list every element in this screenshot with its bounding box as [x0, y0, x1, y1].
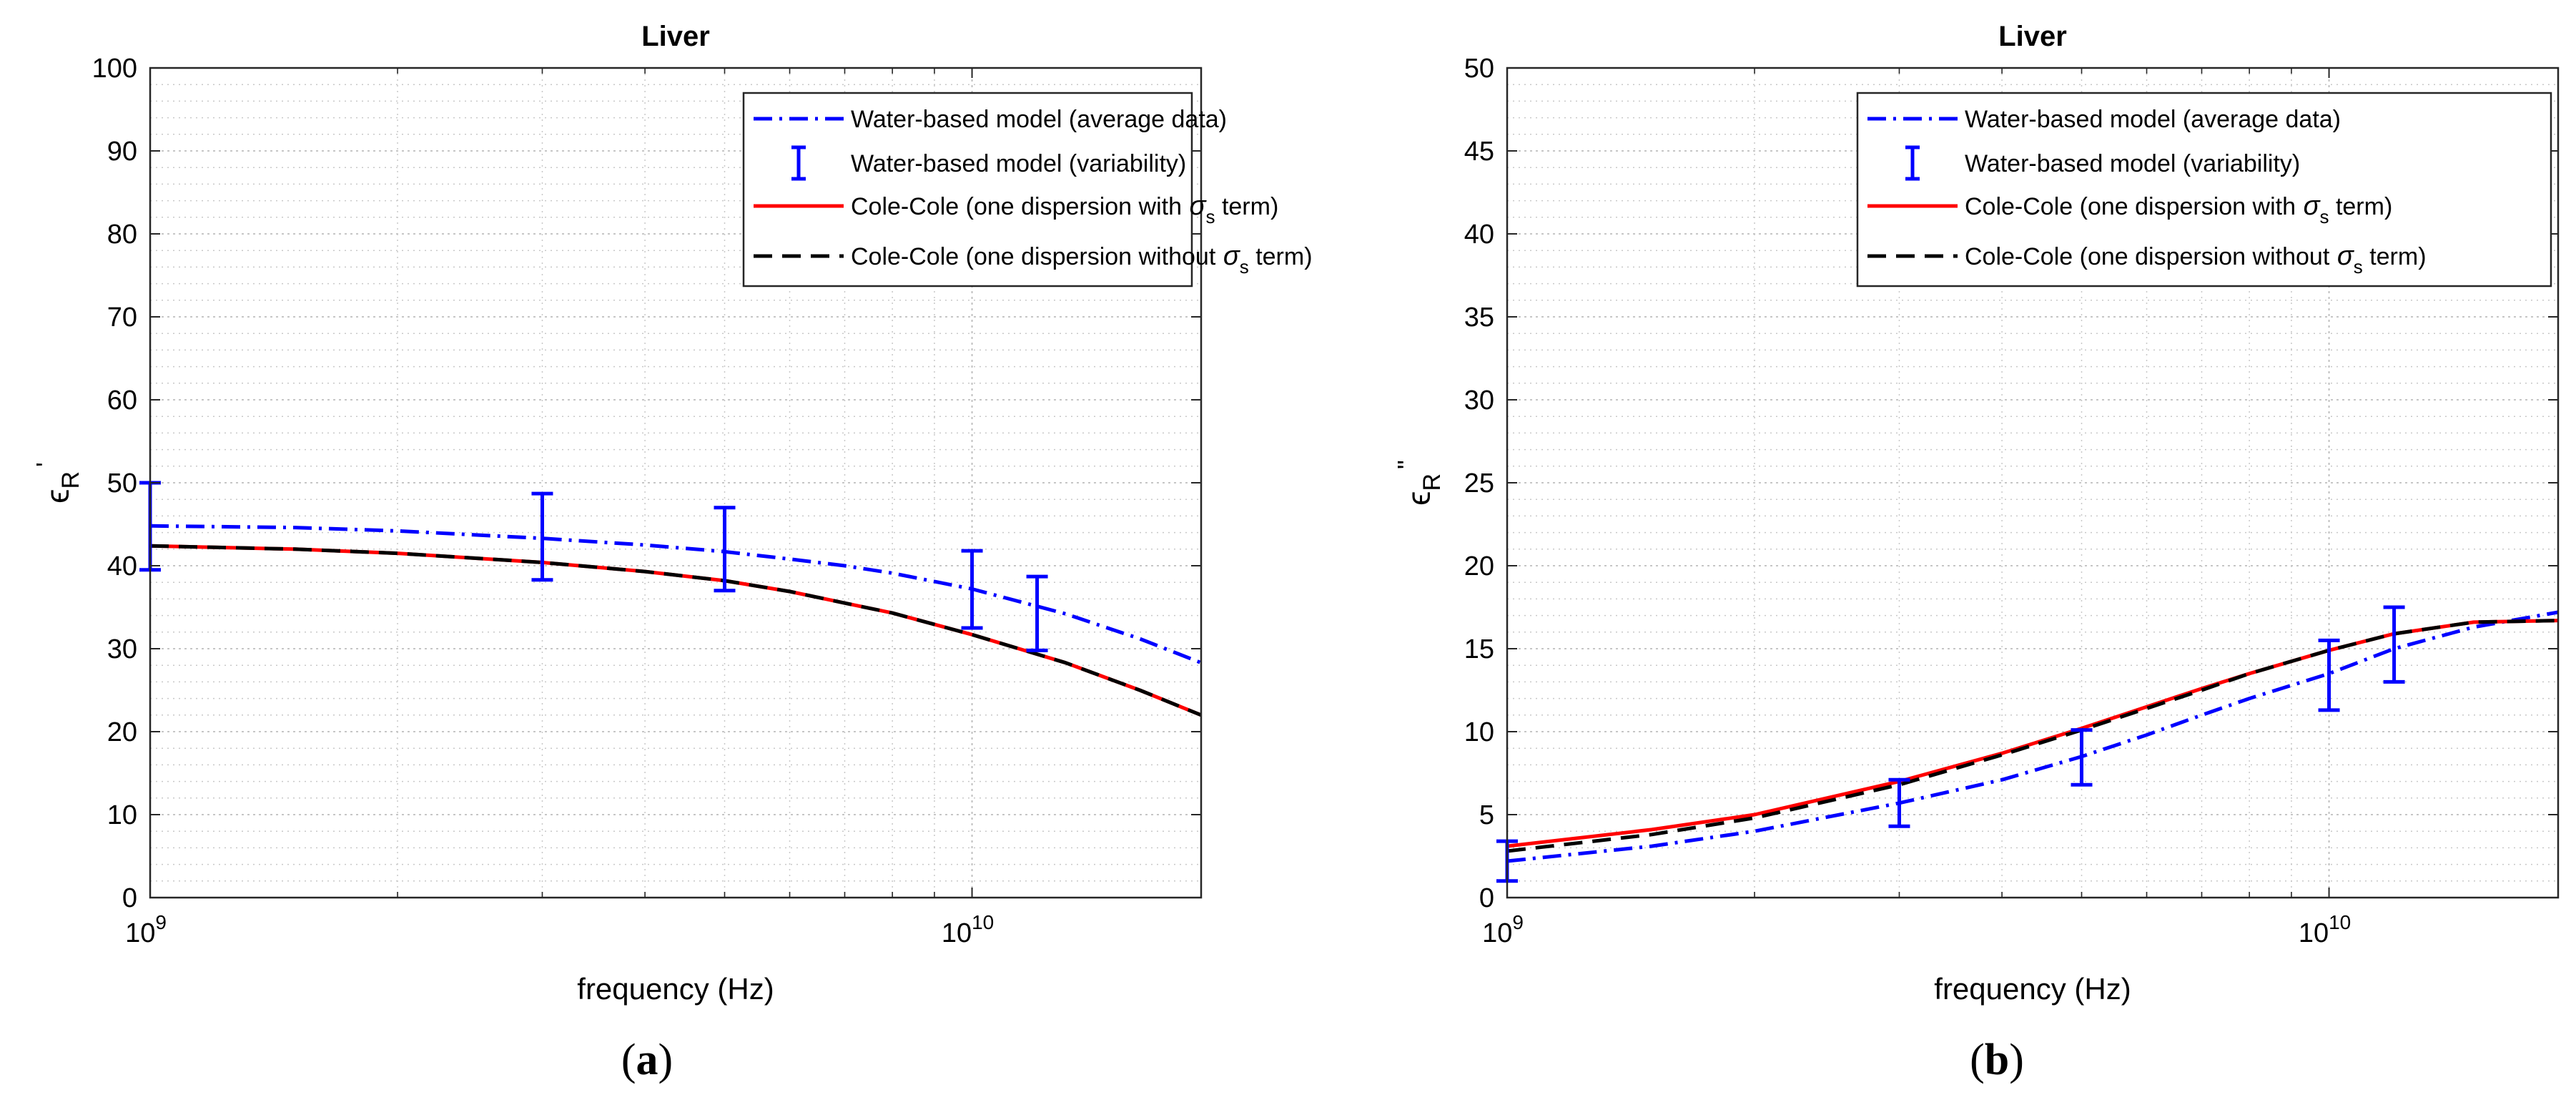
y-tick-label: 5 — [1479, 800, 1494, 830]
error-bar — [2383, 605, 2405, 684]
error-bar — [531, 491, 553, 582]
y-tick-label: 40 — [1464, 220, 1494, 250]
legend-a: Water-based model (average data) Water-ba… — [742, 92, 1313, 288]
y-tick-label: 100 — [92, 54, 137, 84]
error-bar — [2071, 728, 2093, 787]
legend-label: Cole-Cole (one dispersion with σs term) — [851, 191, 1278, 227]
x-ticks-a: 109 1010 — [125, 68, 994, 948]
y-label-base-a: ϵ — [39, 489, 76, 504]
error-bar — [714, 506, 736, 593]
y-tick-label: 0 — [1479, 883, 1494, 913]
panel-b: 0 5 10 15 20 25 30 35 40 45 50 109 1010 Liver frequ… — [1392, 21, 2560, 1084]
y-tick-label: 20 — [107, 717, 137, 747]
y-ticks-b: 0 5 10 15 20 25 30 35 40 45 50 — [1464, 54, 2558, 913]
chart-title-b: Liver — [1998, 21, 2067, 52]
error-bar — [1888, 777, 1910, 828]
legend-label: Water-based model (variability) — [1965, 150, 2300, 177]
y-axis-label-a: ϵR ' — [31, 462, 84, 504]
legend-label: Water-based model (average data) — [1965, 106, 2341, 133]
y-label-sup-b: " — [1392, 460, 1421, 469]
y-label-sub-b: R — [1418, 473, 1446, 491]
series-line-cole-cole-without-sigma — [149, 544, 1202, 717]
y-tick-label: 25 — [1464, 468, 1494, 499]
svg-text:ϵR": ϵR " — [1392, 460, 1446, 506]
legend-box — [742, 92, 1193, 288]
y-tick-label: 50 — [107, 468, 137, 499]
legend-item: Cole-Cole (one dispersion with σs term) — [754, 191, 1278, 227]
subfigure-label-b: (b) — [1970, 1036, 2024, 1084]
y-tick-label: 20 — [1464, 551, 1494, 581]
error-bar — [2318, 638, 2340, 712]
y-tick-label: 10 — [107, 800, 137, 830]
series-layer-a — [149, 524, 1202, 717]
y-tick-label: 40 — [107, 551, 137, 581]
legend-label: Water-based model (average data) — [851, 106, 1227, 133]
x-tick-label: 109 — [125, 911, 167, 948]
x-tick-label: 1010 — [2299, 911, 2351, 948]
y-tick-label: 70 — [107, 303, 137, 333]
panel-a: 0 10 20 30 40 50 60 70 80 90 100 109 1010 Liver fre… — [31, 21, 1313, 1084]
legend-label: Cole-Cole (one dispersion without σs ter… — [851, 241, 1313, 278]
chart-title-a: Liver — [641, 21, 710, 52]
y-tick-label: 15 — [1464, 634, 1494, 664]
y-tick-label: 45 — [1464, 137, 1494, 167]
x-tick-label: 1010 — [942, 911, 994, 948]
y-tick-label: 50 — [1464, 54, 1494, 84]
y-label-sup-a: ' — [31, 462, 60, 467]
y-tick-label: 80 — [107, 220, 137, 250]
legend-box — [1856, 92, 2552, 288]
legend-label: Cole-Cole (one dispersion with σs term) — [1965, 191, 2392, 227]
y-tick-label: 35 — [1464, 303, 1494, 333]
y-tick-label: 0 — [122, 883, 137, 913]
y-label-base-b: ϵ — [1400, 491, 1437, 506]
x-ticks-b: 109 1010 — [1482, 68, 2351, 948]
legend-item: Water-based model (average data) — [754, 106, 1227, 133]
subfigure-label-a: (a) — [621, 1036, 673, 1084]
y-axis-label-b: ϵR " — [1392, 460, 1446, 506]
legend-item: Water-based model (variability) — [1905, 145, 2300, 181]
x-axis-label-a: frequency (Hz) — [577, 972, 774, 1006]
legend-item: Water-based model (variability) — [791, 145, 1186, 181]
error-bar — [961, 549, 983, 630]
legend-label: Cole-Cole (one dispersion without σs ter… — [1965, 241, 2427, 278]
y-tick-label: 10 — [1464, 717, 1494, 747]
legend-item: Cole-Cole (one dispersion without σs ter… — [754, 241, 1313, 278]
y-tick-label: 90 — [107, 137, 137, 167]
y-label-sub-a: R — [57, 471, 84, 489]
y-tick-label: 30 — [1464, 386, 1494, 416]
series-line-water-based-average — [1506, 610, 2559, 863]
legend-item: Water-based model (average data) — [1867, 106, 2341, 133]
legend-label: Water-based model (variability) — [851, 150, 1186, 177]
x-tick-label: 109 — [1482, 911, 1524, 948]
y-tick-label: 30 — [107, 634, 137, 664]
legend-item: Cole-Cole (one dispersion without σs ter… — [1867, 241, 2427, 278]
y-tick-label: 60 — [107, 386, 137, 416]
legend-item: Cole-Cole (one dispersion with σs term) — [1867, 191, 2392, 227]
svg-text:ϵR': ϵR ' — [31, 462, 84, 504]
legend-b: Water-based model (average data) Water-ba… — [1856, 92, 2552, 288]
error-bar — [1026, 574, 1048, 652]
x-axis-label-b: frequency (Hz) — [1934, 972, 2131, 1006]
y-ticks-a: 0 10 20 30 40 50 60 70 80 90 100 — [92, 54, 1201, 913]
